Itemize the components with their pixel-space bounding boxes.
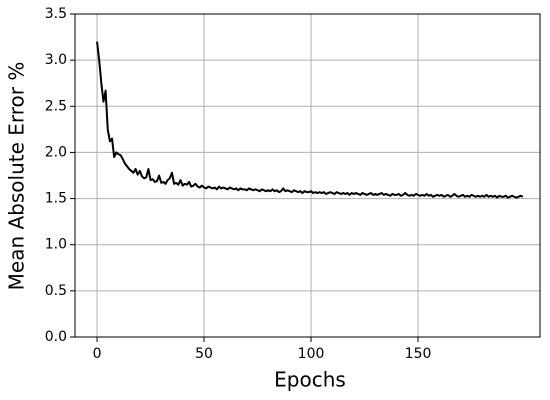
x-tick-label: 0 <box>93 346 102 362</box>
y-axis-label: Mean Absolute Error % <box>5 62 29 291</box>
y-tick-label: 0.5 <box>45 283 67 299</box>
y-tick-label: 0.0 <box>45 329 67 345</box>
x-tick-label: 100 <box>298 346 325 362</box>
plot-frame <box>74 13 541 338</box>
data-line <box>96 41 524 199</box>
y-tick-label: 1.5 <box>45 191 67 207</box>
x-tick-label: 50 <box>195 346 213 362</box>
x-axis-label: Epochs <box>274 368 346 392</box>
y-tick-label: 3.5 <box>45 6 67 22</box>
y-tick-label: 2.5 <box>45 98 67 114</box>
y-tick-label: 3.0 <box>45 52 67 68</box>
y-tick-label: 1.0 <box>45 237 67 253</box>
y-tick-label: 2.0 <box>45 144 67 160</box>
x-tick-label: 150 <box>405 346 432 362</box>
